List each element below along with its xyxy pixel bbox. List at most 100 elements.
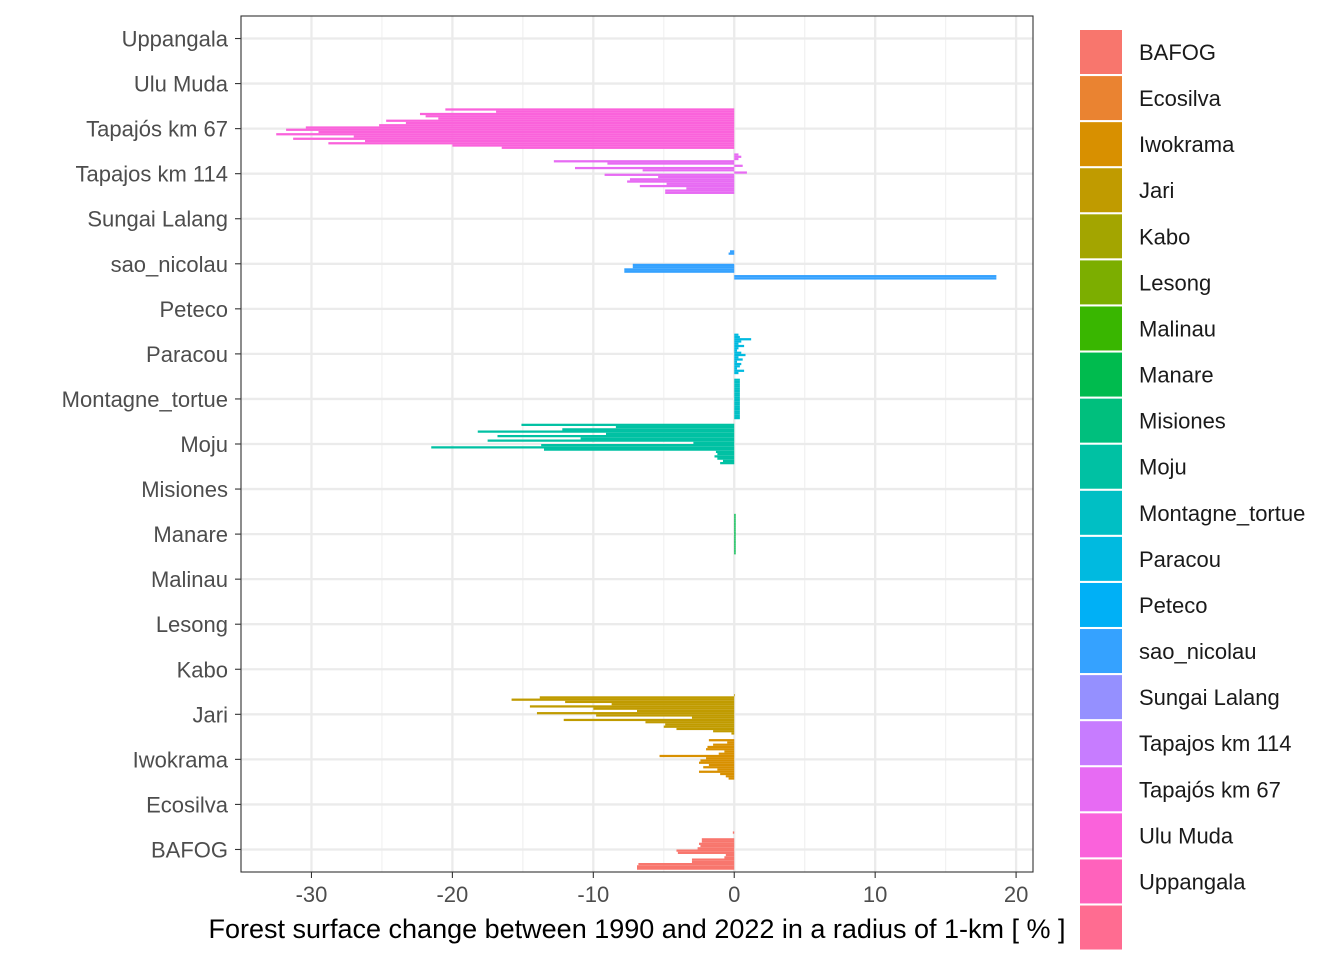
legend-label: Tapajos km 114 xyxy=(1139,731,1291,756)
bar xyxy=(713,743,735,746)
legend-label: Kabo xyxy=(1139,224,1190,249)
legend-key xyxy=(1080,536,1122,581)
bar xyxy=(487,439,735,442)
bar xyxy=(728,777,735,780)
legend-key xyxy=(1080,490,1122,535)
bar xyxy=(286,128,735,131)
legend-label: Tapajós km 67 xyxy=(1139,777,1281,802)
bar xyxy=(642,169,735,172)
bar xyxy=(734,333,739,336)
bar xyxy=(731,732,735,735)
bar xyxy=(665,189,735,192)
bar xyxy=(539,696,735,699)
legend-label: Moju xyxy=(1139,455,1187,480)
y-tick-label: Paracou xyxy=(146,342,228,367)
bar xyxy=(497,434,735,438)
legend: BAFOG Ecosilva Iwokrama Jari Kabo Lesong Malin… xyxy=(1080,30,1305,950)
legend-key xyxy=(1080,214,1122,259)
bar xyxy=(724,750,735,753)
legend-label: Paracou xyxy=(1139,547,1221,572)
bar xyxy=(728,252,735,255)
bar xyxy=(734,378,740,381)
bar xyxy=(734,552,736,555)
x-axis: -30 -20 -10 0 10 20 xyxy=(296,872,1028,907)
bar xyxy=(732,831,735,834)
bar xyxy=(734,344,745,348)
bar xyxy=(734,171,747,174)
x-tick-label: -10 xyxy=(577,882,609,907)
bar xyxy=(717,768,735,771)
bar xyxy=(734,335,740,339)
bar xyxy=(699,842,735,845)
bar xyxy=(734,371,739,375)
bar xyxy=(697,847,735,850)
legend-key xyxy=(1080,859,1122,904)
bar xyxy=(734,540,736,544)
bar xyxy=(725,775,735,778)
bar xyxy=(658,175,735,179)
bar xyxy=(703,766,735,769)
bar xyxy=(727,741,735,744)
bar xyxy=(734,538,736,541)
bar xyxy=(638,862,735,866)
bar xyxy=(565,700,735,704)
bar xyxy=(637,865,735,868)
bar xyxy=(734,275,997,278)
bar xyxy=(386,119,735,122)
bar xyxy=(734,520,736,523)
bar xyxy=(604,173,735,176)
bar xyxy=(379,124,735,127)
bar xyxy=(445,108,735,111)
y-tick-label: BAFOG xyxy=(151,837,228,862)
bar xyxy=(328,142,735,145)
legend-key xyxy=(1080,675,1122,720)
bar xyxy=(691,858,735,861)
bar xyxy=(734,369,745,372)
bar xyxy=(276,133,735,136)
bar xyxy=(734,367,738,370)
y-tick-label: Peteco xyxy=(160,297,229,322)
y-tick-label: Jari xyxy=(193,702,228,727)
bar xyxy=(611,703,735,706)
bar xyxy=(431,446,735,449)
bar xyxy=(734,277,997,280)
y-tick-label: Tapajos km 114 xyxy=(76,162,228,187)
bar xyxy=(624,270,735,273)
legend-key xyxy=(1080,76,1122,121)
bar xyxy=(639,184,735,188)
bar xyxy=(734,518,736,521)
legend-label: Iwokrama xyxy=(1139,132,1235,157)
bar xyxy=(734,522,736,526)
legend-key xyxy=(1080,721,1122,766)
legend-label: Peteco xyxy=(1139,593,1208,618)
x-axis-title: Forest surface change between 1990 and 2… xyxy=(208,914,1065,944)
y-tick-label: Tapajós km 67 xyxy=(86,117,228,142)
x-tick-label: -20 xyxy=(436,882,468,907)
bar xyxy=(701,840,735,843)
bar xyxy=(718,752,735,755)
bar xyxy=(543,448,735,451)
y-tick-label: Sungai Lalang xyxy=(87,207,228,232)
bar xyxy=(691,860,735,863)
legend-label: Ulu Muda xyxy=(1139,823,1234,848)
y-tick-label: Iwokrama xyxy=(133,747,229,772)
y-tick-label: Manare xyxy=(153,522,228,547)
legend-key xyxy=(1080,306,1122,351)
bar xyxy=(734,396,740,399)
legend-label: Misiones xyxy=(1139,409,1226,434)
x-tick-label: 0 xyxy=(728,882,740,907)
legend-key xyxy=(1080,582,1122,627)
bar xyxy=(734,353,746,357)
y-tick-label: Ecosilva xyxy=(146,792,229,817)
y-tick-label: Uppangala xyxy=(122,27,229,52)
bar xyxy=(734,155,742,158)
x-tick-label: 10 xyxy=(863,882,887,907)
bar xyxy=(580,437,735,440)
bar-marks xyxy=(276,108,997,870)
y-axis: BAFOG Ecosilva Iwokrama Jari Kabo Lesong Malin… xyxy=(62,27,241,862)
bar xyxy=(734,392,740,395)
legend-key xyxy=(1080,168,1122,213)
bar xyxy=(553,160,735,163)
legend-key xyxy=(1080,629,1122,674)
bar xyxy=(715,450,735,454)
